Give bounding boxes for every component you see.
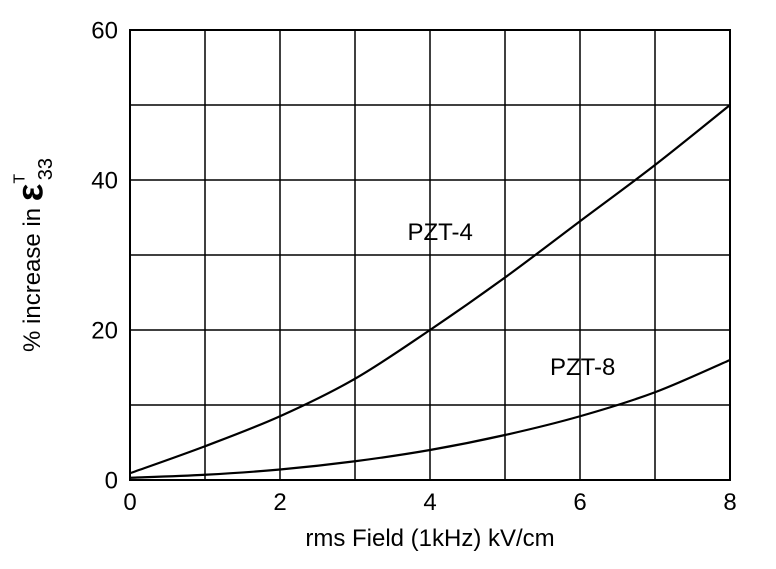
y-tick-label: 40	[91, 167, 118, 194]
y-tick-label: 0	[105, 467, 118, 494]
x-tick-label: 2	[273, 489, 286, 516]
x-tick-label: 4	[423, 489, 436, 516]
x-tick-label: 6	[573, 489, 586, 516]
series-label-pzt-8: PZT-8	[550, 354, 615, 381]
x-tick-label: 8	[723, 489, 736, 516]
y-tick-label: 20	[91, 317, 118, 344]
x-tick-label: 0	[123, 489, 136, 516]
series-label-pzt-4: PZT-4	[408, 219, 473, 246]
y-tick-label: 60	[91, 17, 118, 44]
line-chart: PZT-4 PZT-8 0 2 4 6 8 0 20 40 60 rms Field (1kHz…	[0, 0, 776, 569]
x-axis-title: rms Field (1kHz) kV/cm	[305, 525, 554, 552]
chart-container: PZT-4 PZT-8 0 2 4 6 8 0 20 40 60 rms Field (1kHz…	[0, 0, 776, 569]
